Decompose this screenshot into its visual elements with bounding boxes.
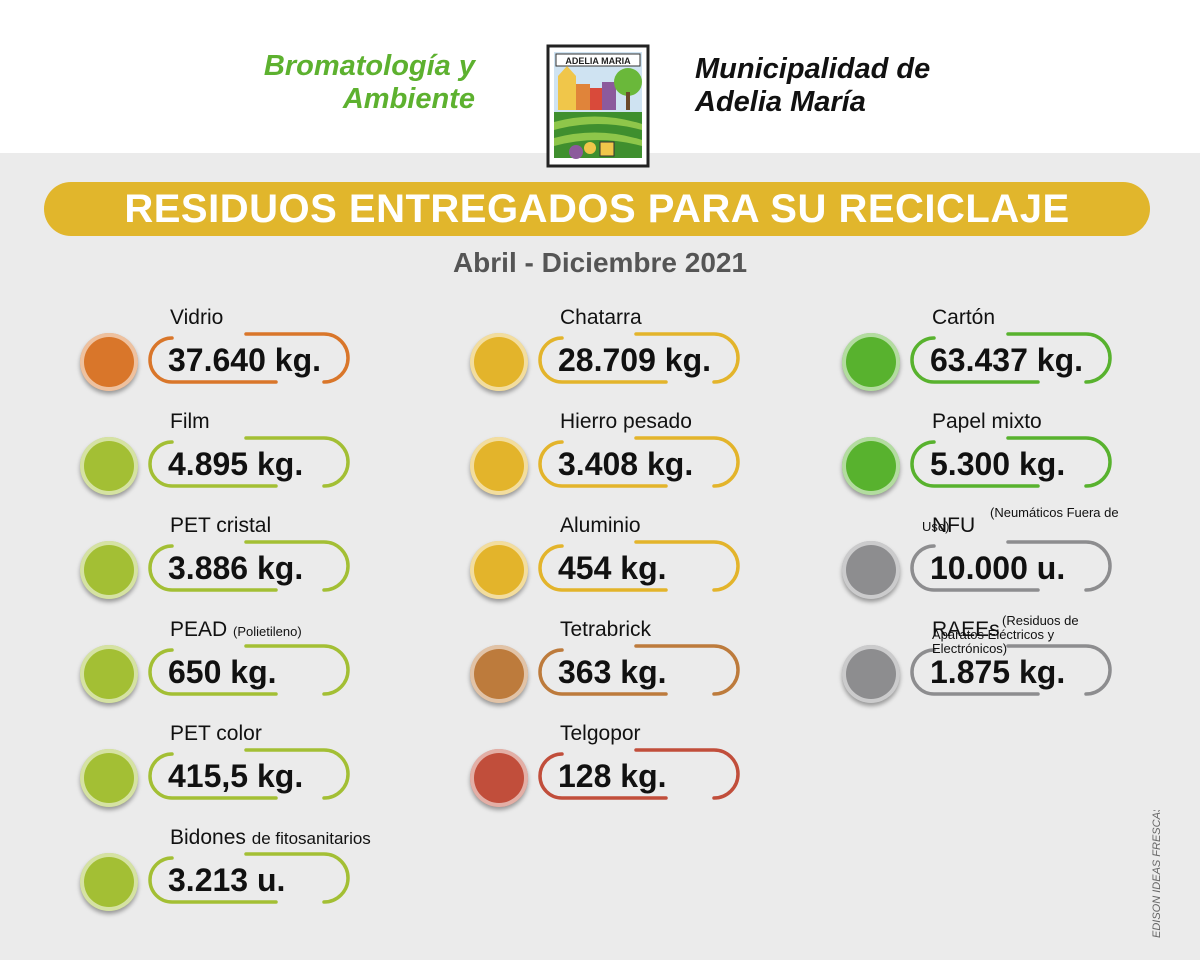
color-dot-icon bbox=[842, 645, 900, 703]
item-label: Aluminio bbox=[560, 514, 641, 537]
header: Bromatología y Ambiente ADELIA MARIA Mun… bbox=[0, 0, 1200, 168]
item-label: Tetrabrick bbox=[560, 618, 652, 641]
value-ring bbox=[910, 436, 1112, 488]
item-value: 10.000 u. bbox=[930, 550, 1066, 586]
item-value: 3.213 u. bbox=[168, 862, 286, 898]
item-value: 37.640 kg. bbox=[168, 342, 321, 378]
item-value: 3.408 kg. bbox=[558, 446, 694, 482]
value-ring bbox=[910, 540, 1112, 592]
color-dot-icon bbox=[80, 333, 138, 391]
item-value: 363 kg. bbox=[558, 654, 667, 690]
waste-item: Hierro pesado 3.408 kg. bbox=[470, 410, 810, 515]
waste-item: PEAD (Polietileno) 650 kg. bbox=[80, 618, 420, 723]
item-value: 454 kg. bbox=[558, 550, 667, 586]
color-dot-icon bbox=[80, 541, 138, 599]
value-ring bbox=[538, 644, 740, 696]
item-label: Chatarra bbox=[560, 306, 642, 329]
value-ring bbox=[910, 644, 1112, 696]
item-label: Film bbox=[170, 410, 210, 433]
color-dot-icon bbox=[470, 541, 528, 599]
item-label: Papel mixto bbox=[932, 410, 1042, 433]
item-label: PET cristal bbox=[170, 514, 272, 537]
item-value: 415,5 kg. bbox=[168, 758, 304, 794]
item-note: (Polietileno) bbox=[233, 624, 302, 639]
credit-text: EDISON IDEAS FRESCAS bbox=[1151, 810, 1163, 938]
color-dot-icon bbox=[842, 541, 900, 599]
value-ring bbox=[148, 748, 350, 800]
value-ring bbox=[538, 540, 740, 592]
waste-item: Bidones de fitosanitarios 3.213 u. bbox=[80, 826, 420, 931]
raee-note: (Residuos de Aparatos Eléctricos y Elect… bbox=[932, 613, 1079, 656]
waste-item: PET color 415,5 kg. bbox=[80, 722, 420, 827]
item-label: Hierro pesado bbox=[560, 410, 692, 433]
waste-item: Telgopor 128 kg. bbox=[470, 722, 810, 827]
waste-item: Film 4.895 kg. bbox=[80, 410, 420, 515]
waste-item: RAEEs 1.875 kg. bbox=[842, 618, 1182, 723]
value-ring bbox=[148, 852, 350, 904]
adelia-maria-logo: ADELIA MARIA bbox=[546, 44, 650, 168]
color-dot-icon bbox=[80, 645, 138, 703]
item-value: 63.437 kg. bbox=[930, 342, 1083, 378]
item-value: 5.300 kg. bbox=[930, 446, 1066, 482]
color-dot-icon bbox=[80, 749, 138, 807]
period-subtitle: Abril - Diciembre 2021 bbox=[452, 247, 748, 278]
item-note: de fitosanitarios bbox=[251, 829, 371, 848]
waste-item: NFU 10.000 u. bbox=[842, 514, 1182, 619]
waste-item: Tetrabrick 363 kg. bbox=[470, 618, 810, 723]
value-ring bbox=[148, 436, 350, 488]
color-dot-icon bbox=[80, 853, 138, 911]
value-ring bbox=[538, 436, 740, 488]
item-label: Cartón bbox=[932, 306, 996, 329]
value-ring bbox=[538, 748, 740, 800]
color-dot-icon bbox=[470, 749, 528, 807]
item-value: 3.886 kg. bbox=[168, 550, 304, 586]
waste-item: Vidrio 37.640 kg. bbox=[80, 306, 420, 411]
item-value: 1.875 kg. bbox=[930, 654, 1066, 690]
waste-item: Cartón 63.437 kg. bbox=[842, 306, 1182, 411]
color-dot-icon bbox=[842, 333, 900, 391]
item-value: 28.709 kg. bbox=[558, 342, 711, 378]
color-dot-icon bbox=[470, 437, 528, 495]
value-ring bbox=[910, 332, 1112, 384]
department-name: Bromatología y Ambiente bbox=[263, 50, 475, 115]
value-ring bbox=[148, 540, 350, 592]
item-label: PET color bbox=[170, 722, 262, 745]
item-value: 650 kg. bbox=[168, 654, 277, 690]
banner-title: RESIDUOS ENTREGADOS PARA SU RECICLAJE bbox=[44, 182, 1150, 236]
item-label: Vidrio bbox=[170, 306, 224, 329]
logo-text: ADELIA MARIA bbox=[565, 56, 631, 66]
value-ring bbox=[148, 644, 350, 696]
svg-text:EDISON IDEAS FRESCAS: EDISON IDEAS FRESCAS bbox=[1151, 810, 1163, 938]
item-label: Bidones de fitosanitarios bbox=[170, 826, 371, 849]
municipality-name: Municipalidad de Adelia María bbox=[695, 53, 931, 118]
waste-item: Chatarra 28.709 kg. bbox=[470, 306, 810, 411]
color-dot-icon bbox=[470, 645, 528, 703]
value-ring bbox=[148, 332, 350, 384]
waste-item: PET cristal 3.886 kg. bbox=[80, 514, 420, 619]
item-value: 128 kg. bbox=[558, 758, 667, 794]
item-label: Telgopor bbox=[560, 722, 641, 745]
waste-item: Aluminio 454 kg. bbox=[470, 514, 810, 619]
value-ring bbox=[538, 332, 740, 384]
color-dot-icon bbox=[80, 437, 138, 495]
color-dot-icon bbox=[842, 437, 900, 495]
item-label: NFU bbox=[932, 514, 976, 537]
item-value: 4.895 kg. bbox=[168, 446, 304, 482]
item-label: PEAD (Polietileno) bbox=[170, 618, 302, 641]
item-label: RAEEs bbox=[932, 618, 1000, 641]
nfu-note: (Neumáticos Fuera de Uso) bbox=[922, 505, 1119, 534]
color-dot-icon bbox=[470, 333, 528, 391]
waste-item: Papel mixto 5.300 kg. bbox=[842, 410, 1182, 515]
